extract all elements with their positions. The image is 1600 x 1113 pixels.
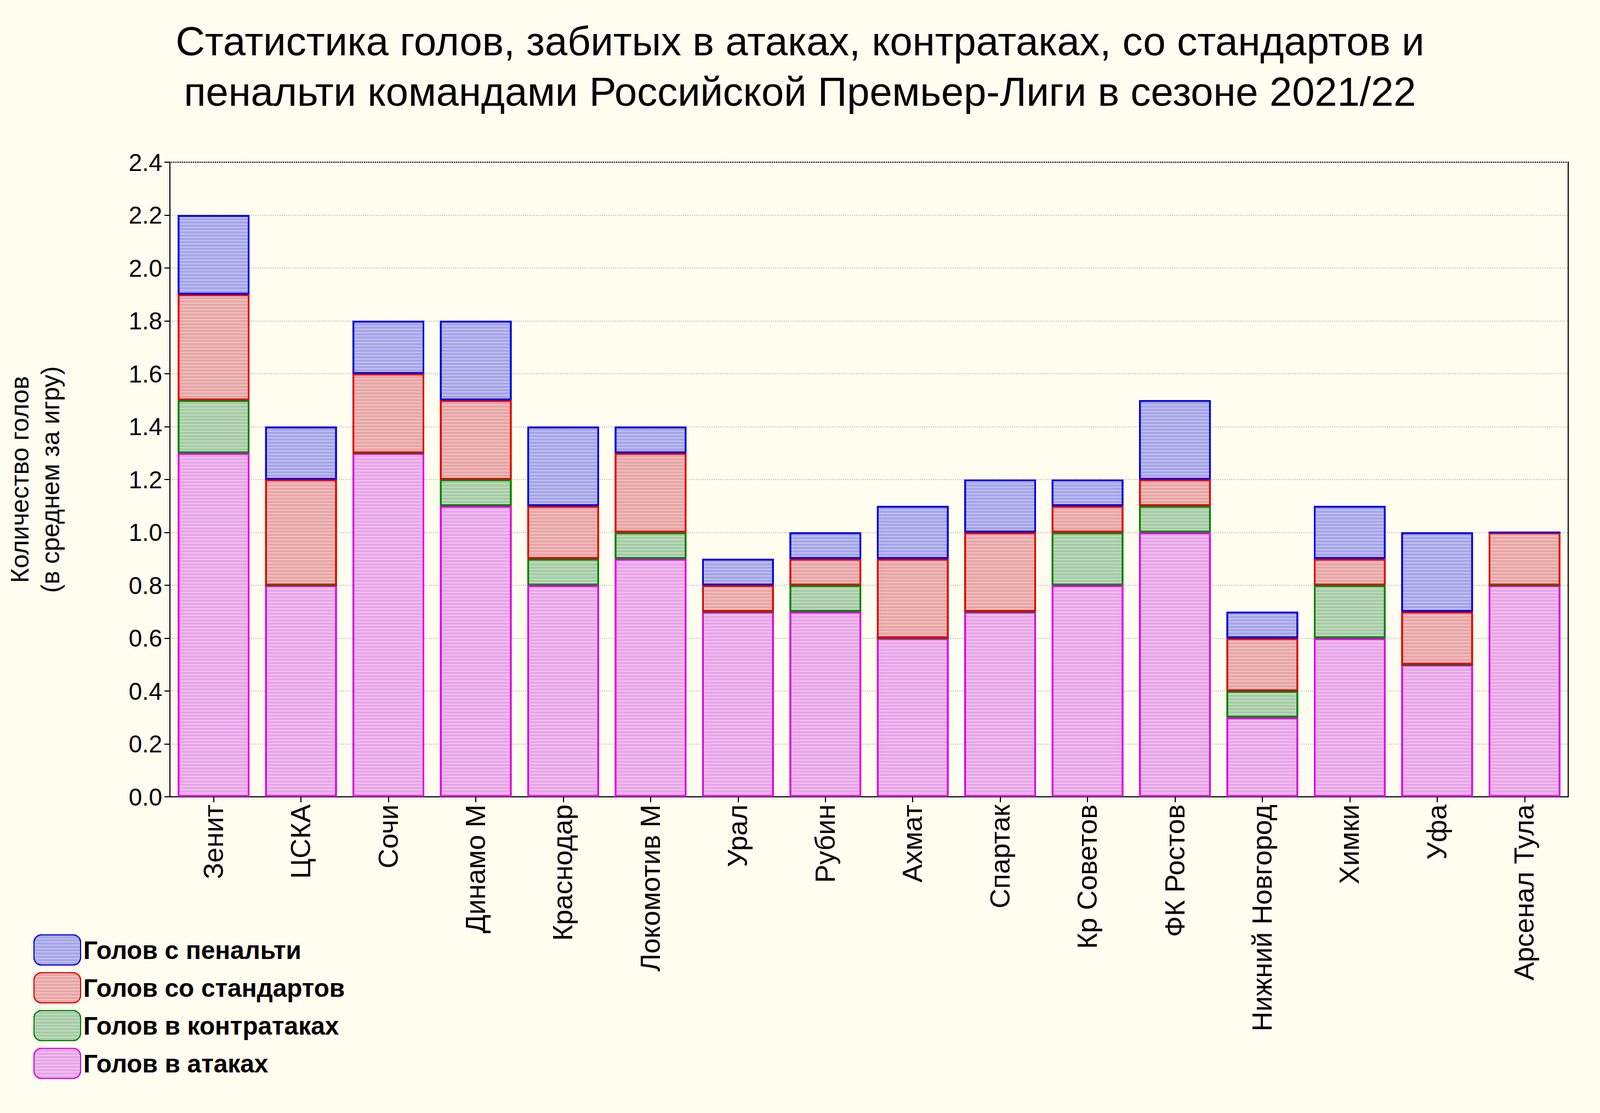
svg-text:пенальти командами Российской: пенальти командами Российской Премьер-Ли…: [184, 69, 1417, 115]
svg-text:Динамо М: Динамо М: [460, 804, 492, 934]
svg-text:1.0: 1.0: [128, 519, 163, 546]
svg-text:1.8: 1.8: [128, 307, 163, 335]
svg-text:0.6: 0.6: [128, 624, 163, 652]
svg-text:Ахмат: Ахмат: [897, 804, 928, 883]
svg-text:Кр Советов: Кр Советов: [1072, 804, 1103, 950]
svg-text:Голов в атаках: Голов в атаках: [83, 1049, 269, 1079]
svg-text:Количество голов: Количество голов: [5, 376, 34, 584]
svg-text:Локомотив М: Локомотив М: [635, 804, 666, 972]
svg-text:Сочи: Сочи: [373, 804, 404, 869]
svg-text:0.2: 0.2: [128, 730, 163, 758]
svg-text:2.2: 2.2: [128, 201, 163, 229]
svg-text:Нижний Новгород: Нижний Новгород: [1247, 804, 1278, 1032]
svg-text:Голов в контратаках: Голов в контратаках: [83, 1011, 340, 1041]
svg-text:Уфа: Уфа: [1421, 804, 1453, 861]
svg-text:Зенит: Зенит: [198, 804, 230, 880]
svg-text:Краснодар: Краснодар: [547, 804, 579, 942]
svg-text:1.2: 1.2: [128, 466, 163, 494]
svg-text:Голов с пенальти: Голов с пенальти: [83, 936, 302, 965]
svg-text:Голов со стандартов: Голов со стандартов: [83, 974, 345, 1003]
svg-text:Спартак: Спартак: [984, 804, 1016, 909]
svg-text:Статистика голов, забитых в ат: Статистика голов, забитых в атаках, конт…: [175, 18, 1425, 65]
svg-text:ФК Ростов: ФК Ростов: [1159, 804, 1191, 938]
svg-text:Арсенал Тула: Арсенал Тула: [1509, 804, 1540, 981]
svg-text:Рубин: Рубин: [810, 804, 841, 884]
svg-text:ЦСКА: ЦСКА: [285, 804, 317, 879]
svg-text:1.4: 1.4: [128, 413, 163, 441]
svg-text:Химки: Химки: [1334, 804, 1365, 885]
svg-text:0.8: 0.8: [128, 572, 163, 600]
svg-text:0.0: 0.0: [128, 783, 163, 811]
svg-text:2.4: 2.4: [128, 149, 163, 176]
svg-text:(в среднем за игру): (в среднем за игру): [36, 366, 65, 593]
svg-text:2.0: 2.0: [128, 254, 163, 282]
svg-text:0.4: 0.4: [128, 678, 163, 705]
svg-text:Урал: Урал: [722, 804, 754, 868]
svg-text:1.6: 1.6: [128, 360, 163, 388]
